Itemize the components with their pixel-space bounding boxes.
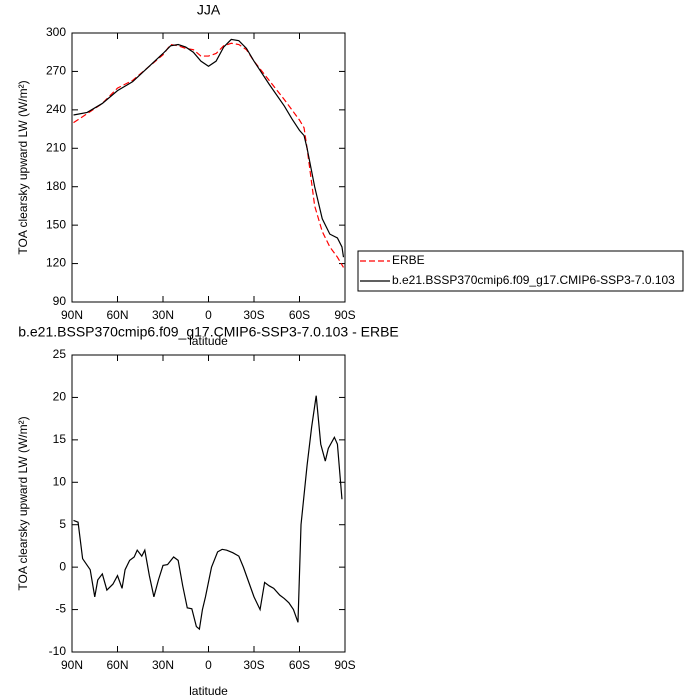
- y-tick-label: -10: [49, 644, 67, 658]
- x-tick-label: 90N: [61, 658, 83, 672]
- y-tick-label: 25: [53, 347, 67, 361]
- y-tick-label: 210: [46, 140, 66, 154]
- chart-title: b.e21.BSSP370cmip6.f09_g17.CMIP6-SSP3-7.…: [18, 324, 399, 340]
- legend-label: ERBE: [392, 253, 425, 267]
- y-tick-label: 240: [46, 102, 66, 116]
- x-tick-label: 30N: [152, 308, 174, 322]
- x-tick-label: 60N: [106, 658, 128, 672]
- y-tick-label: 20: [53, 390, 67, 404]
- legend-label: b.e21.BSSP370cmip6.f09_g17.CMIP6-SSP3-7.…: [392, 273, 675, 287]
- x-tick-label: 0: [205, 658, 212, 672]
- x-tick-label: 90S: [334, 308, 355, 322]
- x-tick-label: 60N: [106, 308, 128, 322]
- x-tick-label: 60S: [289, 658, 310, 672]
- series-line: [73, 38, 345, 258]
- x-tick-label: 60S: [289, 308, 310, 322]
- y-tick-label: 90: [53, 294, 67, 308]
- x-tick-label: 90S: [334, 658, 355, 672]
- series-line: [73, 395, 343, 631]
- y-tick-label: 180: [46, 179, 66, 193]
- series-line: [73, 42, 344, 268]
- x-tick-label: 30S: [243, 658, 264, 672]
- x-tick-label: 90N: [61, 308, 83, 322]
- y-tick-label: 150: [46, 217, 66, 231]
- y-tick-label: 10: [53, 474, 67, 488]
- plot-frame: [71, 354, 346, 653]
- y-tick-label: 270: [46, 64, 66, 78]
- y-tick-label: 0: [59, 559, 66, 573]
- y-tick-label: 5: [59, 517, 66, 531]
- y-tick-label: 120: [46, 256, 66, 270]
- x-axis-label: latitude: [189, 684, 228, 698]
- y-tick-label: -5: [55, 602, 66, 616]
- y-axis-label: TOA clearsky upward LW (W/m²): [16, 80, 30, 254]
- x-tick-label: 0: [205, 308, 212, 322]
- legend-box: [357, 250, 684, 292]
- y-axis-label: TOA clearsky upward LW (W/m²): [16, 416, 30, 590]
- x-tick-label: 30S: [243, 308, 264, 322]
- y-tick-label: 300: [46, 25, 66, 39]
- y-tick-label: 15: [53, 432, 67, 446]
- chart-title: JJA: [197, 2, 221, 18]
- plot-frame: [71, 32, 346, 303]
- x-tick-label: 30N: [152, 658, 174, 672]
- x-axis-label: latitude: [189, 334, 228, 348]
